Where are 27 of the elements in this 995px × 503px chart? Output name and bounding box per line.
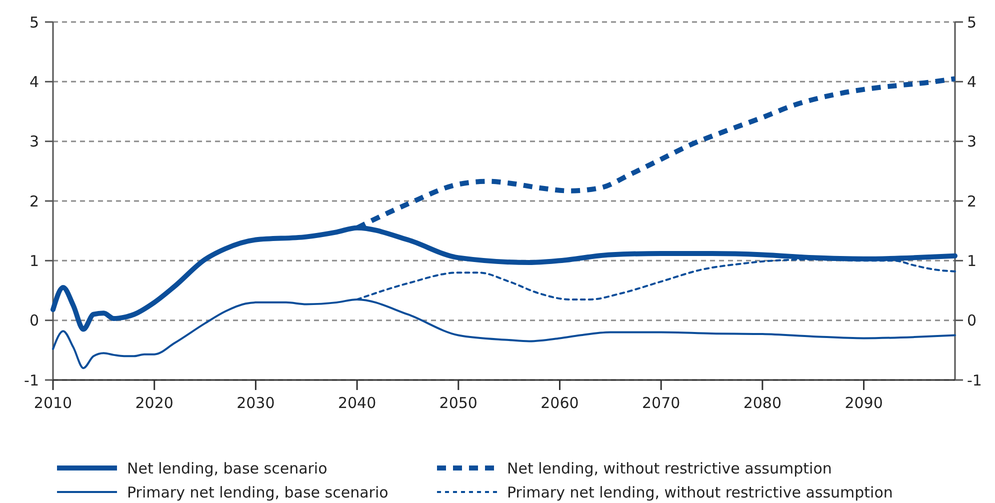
- y2-tick-label: 2: [967, 192, 977, 210]
- legend-label: Primary net lending, without restrictive assumption: [507, 483, 893, 502]
- y-tick-label: 4: [29, 72, 39, 91]
- x-tick-label: 2070: [642, 394, 680, 412]
- y2-tick-label: 5: [967, 13, 977, 32]
- y-tick-label: 0: [29, 312, 39, 330]
- y-tick-label: 3: [29, 132, 39, 151]
- legend-label: Net lending, without restrictive assumption: [507, 459, 832, 478]
- y-tick-label: -1: [24, 371, 39, 390]
- y2-tick-label: 4: [967, 72, 977, 91]
- x-tick-label: 2090: [844, 394, 883, 412]
- x-tick-label: 2020: [135, 394, 174, 412]
- y-tick-label: 2: [29, 192, 39, 210]
- x-tick-label: 2030: [236, 394, 275, 412]
- legend-label: Primary net lending, base scenario: [127, 483, 388, 502]
- x-tick-label: 2050: [439, 394, 478, 412]
- y2-tick-label: 3: [967, 132, 977, 151]
- x-tick-label: 2060: [540, 394, 579, 412]
- legend-label: Net lending, base scenario: [127, 459, 328, 478]
- x-tick-label: 2010: [34, 394, 72, 412]
- x-tick-label: 2040: [338, 394, 376, 412]
- x-tick-label: 2080: [743, 394, 782, 412]
- y2-tick-label: 1: [967, 252, 977, 270]
- y2-tick-label: -1: [967, 371, 982, 390]
- y-tick-label: 5: [29, 13, 39, 32]
- y-tick-label: 1: [29, 252, 39, 270]
- y2-tick-label: 0: [967, 312, 977, 330]
